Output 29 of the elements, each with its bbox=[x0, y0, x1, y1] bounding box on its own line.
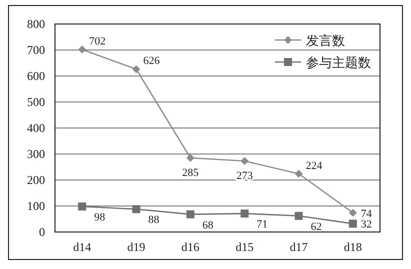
y-tick-label: 100 bbox=[27, 199, 45, 213]
x-tick-label: d16 bbox=[181, 240, 200, 254]
y-tick-label: 0 bbox=[39, 225, 45, 239]
data-label: 626 bbox=[143, 55, 160, 68]
x-tick-label: d19 bbox=[127, 240, 146, 254]
data-label: 71 bbox=[256, 218, 268, 231]
data-label: 273 bbox=[236, 170, 254, 182]
data-label: 702 bbox=[89, 35, 106, 48]
data-label: 62 bbox=[310, 220, 322, 233]
x-tick-label: d18 bbox=[344, 240, 362, 254]
data-label: 32 bbox=[360, 218, 372, 231]
data-label: 285 bbox=[182, 166, 200, 179]
legend-label: 参与主题数 bbox=[306, 55, 371, 70]
x-tick-label: d14 bbox=[73, 240, 92, 254]
data-label: 224 bbox=[306, 160, 323, 172]
legend-label: 发言数 bbox=[306, 33, 345, 48]
data-label: 74 bbox=[360, 208, 372, 220]
y-tick-label: 300 bbox=[27, 147, 45, 161]
y-tick-label: 200 bbox=[27, 173, 45, 187]
y-tick-label: 500 bbox=[27, 95, 45, 109]
y-tick-label: 600 bbox=[27, 69, 45, 83]
data-label: 68 bbox=[202, 219, 214, 232]
y-tick-label: 700 bbox=[27, 43, 45, 57]
y-tick-label: 400 bbox=[27, 121, 45, 135]
data-label: 88 bbox=[148, 214, 160, 226]
y-tick-label: 800 bbox=[27, 17, 45, 31]
data-label: 98 bbox=[94, 212, 106, 224]
x-tick-label: d17 bbox=[290, 240, 308, 254]
x-tick-label: d15 bbox=[236, 240, 254, 254]
